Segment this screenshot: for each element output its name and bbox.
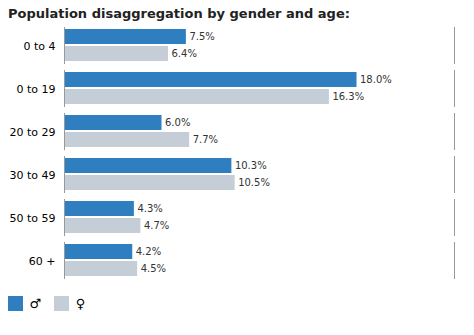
svg-text:10.3%: 10.3% [235,160,267,171]
svg-text:7.5%: 7.5% [189,31,214,42]
svg-text:60 +: 60 + [29,255,56,268]
svg-text:10.5%: 10.5% [238,177,270,188]
svg-text:4.5%: 4.5% [141,263,166,274]
svg-text:18.0%: 18.0% [360,74,392,85]
svg-text:4.3%: 4.3% [137,203,162,214]
svg-text:50 to 59: 50 to 59 [9,212,55,225]
svg-text:4.2%: 4.2% [136,246,161,257]
svg-text:4.7%: 4.7% [144,220,169,231]
svg-text:0 to 19: 0 to 19 [16,83,55,96]
svg-text:7.7%: 7.7% [193,134,218,145]
svg-text:6.4%: 6.4% [172,48,197,59]
svg-text:16.3%: 16.3% [332,91,364,102]
svg-text:30 to 49: 30 to 49 [9,169,55,182]
svg-text:6.0%: 6.0% [165,117,190,128]
svg-text:0 to 4: 0 to 4 [23,40,55,53]
svg-text:20 to 29: 20 to 29 [9,126,55,139]
html-text:Population disaggregation by g: Population disaggregation by gender and … [8,6,350,21]
